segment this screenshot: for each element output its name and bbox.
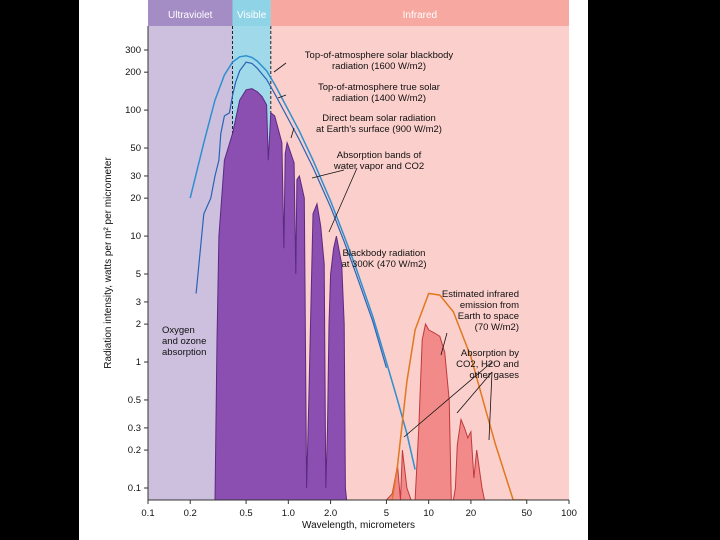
series-true-solar-line: [195, 61, 387, 368]
annotation-1-line-0: Top-of-atmosphere true solar: [318, 82, 440, 93]
series-solar-blackbody-line: [189, 55, 416, 470]
y-tick-label-14: 0.1: [128, 483, 141, 494]
y-tick-label-1: 200: [125, 67, 141, 78]
x-tick-label-7: 20: [466, 508, 477, 519]
annotation-leader-3: [311, 169, 345, 179]
series-earth-emission-area: [385, 322, 485, 500]
annotation-6-line-2: other gases: [469, 370, 519, 381]
y-tick-label-7: 5: [136, 269, 141, 280]
x-tick-label-2: 0.5: [239, 508, 252, 519]
x-tick-label-5: 5: [384, 508, 389, 519]
annotation-7-line-0: Oxygen: [162, 325, 195, 336]
annotation-7-line-2: absorption: [162, 347, 206, 358]
annotation-5-line-3: (70 W/m2): [475, 322, 519, 333]
band-header-infrared: [270, 0, 569, 26]
annotation-5-line-2: Earth to space: [458, 311, 519, 322]
y-tick-label-2: 100: [125, 105, 141, 116]
x-tick-label-0: 0.1: [141, 508, 154, 519]
annotation-3-line-0: Absorption bands of: [337, 150, 422, 161]
y-tick-label-0: 300: [125, 45, 141, 56]
y-tick-label-8: 3: [136, 297, 141, 308]
y-axis-label: Radiation intensity, watts per m² per mi…: [103, 157, 114, 369]
chart-stage: Ultraviolet Visible Infrared 300 200 100 50 30 2…: [79, 0, 588, 540]
annotation-7-line-1: and ozone: [162, 336, 206, 347]
annotation-4-line-0: Blackbody radiation: [343, 248, 426, 259]
x-tick-label-9: 100: [561, 508, 577, 519]
plot-area: [189, 55, 527, 500]
annotation-5-line-0: Estimated infrared: [442, 289, 519, 300]
y-tick-label-3: 50: [130, 143, 141, 154]
y-tick-label-5: 20: [130, 193, 141, 204]
band-label-visible: Visible: [237, 10, 267, 21]
annotation-leader-1: [277, 94, 287, 99]
annotation-5-line-1: emission from: [460, 300, 519, 311]
annotation-6-line-1: CO2, H2O and: [456, 359, 519, 370]
annotation-leader-8: [488, 371, 493, 441]
annotation-2-line-1: at Earth's surface (900 W/m2): [316, 124, 442, 135]
x-axis-label: Wavelength, micrometers: [302, 520, 415, 531]
annotation-leader-7: [456, 371, 493, 414]
y-tick-label-13: 0.2: [128, 445, 141, 456]
x-tick-label-6: 10: [423, 508, 434, 519]
y-tick-label-9: 2: [136, 319, 141, 330]
y-tick-label-4: 30: [130, 171, 141, 182]
annotation-leader-5: [440, 332, 448, 356]
y-tick-label-12: 0.3: [128, 423, 141, 434]
annotation-3-line-1: water vapor and CO2: [333, 161, 424, 172]
solar-radiation-chart: Ultraviolet Visible Infrared 300 200 100 50 30 2…: [103, 0, 577, 531]
x-tick-label-3: 1.0: [282, 508, 295, 519]
annotation-0-line-1: radiation (1600 W/m2): [332, 61, 426, 72]
annotation-leader-2: [290, 127, 295, 139]
x-tick-label-4: 2.0: [324, 508, 337, 519]
annotation-4-line-1: at 300K (470 W/m2): [341, 259, 426, 270]
annotation-1-line-1: radiation (1400 W/m2): [332, 93, 426, 104]
annotation-2-line-0: Direct beam solar radiation: [322, 113, 436, 124]
band-label-ultraviolet: Ultraviolet: [168, 10, 213, 21]
annotation-leader-0: [273, 62, 287, 73]
annotation-leader-4: [328, 167, 358, 233]
y-tick-label-11: 0.5: [128, 395, 141, 406]
x-tick-label-8: 50: [521, 508, 532, 519]
x-tick-label-1: 0.2: [184, 508, 197, 519]
series-surface-solar-area: [214, 88, 348, 500]
y-tick-label-10: 1: [136, 357, 141, 368]
band-label-infrared: Infrared: [403, 10, 437, 21]
band-header-ultraviolet: [148, 0, 233, 26]
y-tick-label-6: 10: [130, 231, 141, 242]
annotation-6-line-0: Absorption by: [461, 348, 519, 359]
series-300k-blackbody-line: [391, 292, 527, 500]
annotation-0-line-0: Top-of-atmosphere solar blackbody: [305, 50, 454, 61]
band-header-visible: [232, 0, 271, 26]
annotation-leader-6: [403, 361, 493, 438]
